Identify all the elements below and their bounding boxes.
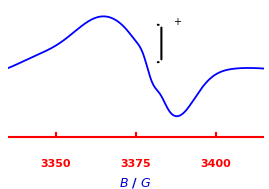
Text: $\mathit{B}$ / $\mathit{G}$: $\mathit{B}$ / $\mathit{G}$ <box>119 176 152 189</box>
Text: +: + <box>173 17 181 27</box>
